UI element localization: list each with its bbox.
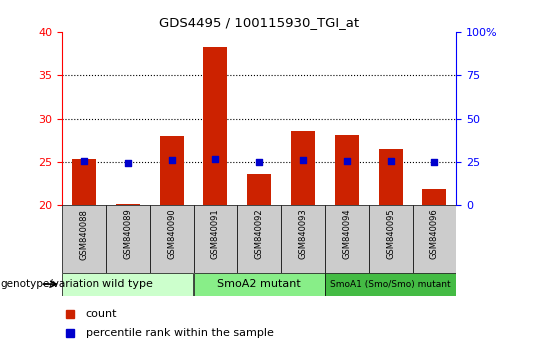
Text: wild type: wild type [103, 279, 153, 289]
Text: SmoA2 mutant: SmoA2 mutant [217, 279, 301, 289]
Point [299, 158, 307, 163]
Bar [291, 131, 315, 205]
Text: percentile rank within the sample: percentile rank within the sample [86, 328, 274, 338]
Text: GSM840094: GSM840094 [342, 209, 352, 259]
Point [80, 158, 89, 164]
Text: GSM840096: GSM840096 [430, 209, 439, 259]
Bar [193, 205, 237, 273]
Bar [159, 136, 184, 205]
Bar [325, 205, 369, 273]
Bar [281, 205, 325, 273]
Text: GSM840089: GSM840089 [123, 209, 132, 259]
Point [255, 159, 264, 165]
Point [124, 160, 132, 166]
Text: GSM840090: GSM840090 [167, 209, 176, 259]
Bar [369, 205, 413, 273]
Bar [335, 135, 359, 205]
Bar [237, 205, 281, 273]
Bar [106, 205, 150, 273]
Text: genotype/variation: genotype/variation [0, 279, 99, 289]
Point [386, 159, 395, 164]
Title: GDS4495 / 100115930_TGI_at: GDS4495 / 100115930_TGI_at [159, 16, 359, 29]
Text: GSM840088: GSM840088 [79, 209, 89, 259]
Text: GSM840093: GSM840093 [299, 209, 307, 259]
Text: SmoA1 (Smo/Smo) mutant: SmoA1 (Smo/Smo) mutant [330, 280, 451, 289]
Bar [62, 273, 193, 296]
Bar [422, 189, 447, 205]
Text: GSM840091: GSM840091 [211, 209, 220, 259]
Text: GSM840092: GSM840092 [255, 209, 264, 259]
Point [430, 159, 438, 165]
Bar [116, 204, 140, 205]
Point [167, 158, 176, 163]
Bar [413, 205, 456, 273]
Point [211, 156, 220, 162]
Text: count: count [86, 309, 117, 319]
Bar [325, 273, 456, 296]
Point [342, 158, 351, 164]
Bar [193, 273, 325, 296]
Bar [72, 159, 96, 205]
Bar [379, 149, 403, 205]
Bar [204, 47, 227, 205]
Bar [62, 205, 106, 273]
Bar [247, 174, 271, 205]
Bar [150, 205, 193, 273]
Text: GSM840095: GSM840095 [386, 209, 395, 259]
